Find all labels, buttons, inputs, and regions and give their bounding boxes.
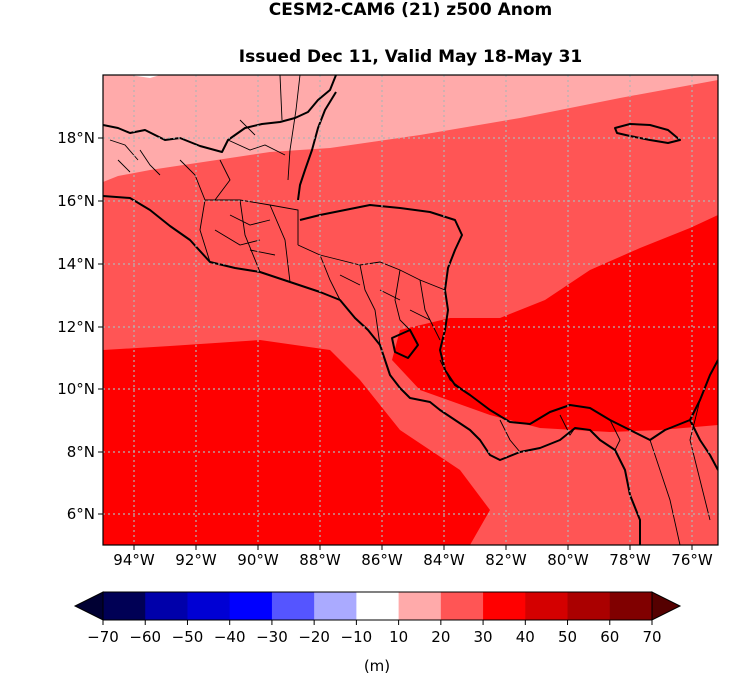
colorbar-tick-label: 20	[431, 628, 450, 646]
colorbar-tick-label: 70	[642, 628, 661, 646]
colorbar-tick-label: −70	[87, 628, 119, 646]
anomaly-band-30-40-east	[392, 215, 718, 432]
lat-label-10n: 10°N	[57, 380, 95, 398]
colorbar-segment	[145, 592, 188, 620]
map-frame	[102, 74, 719, 546]
colorbar-segment	[229, 592, 273, 620]
longitude-ticks	[133, 545, 693, 550]
admin-borders	[109, 75, 711, 545]
colorbar-segment	[187, 592, 231, 620]
colorbar-extend-low	[73, 591, 104, 621]
lon-label-88w: 88°W	[299, 551, 341, 569]
lon-label-76w: 76°W	[671, 551, 713, 569]
lat-label-18n: 18°N	[57, 129, 95, 147]
latitude-ticks	[98, 137, 103, 515]
colorbar-tick-label: 10	[389, 628, 408, 646]
colorbar-segment	[271, 592, 315, 620]
colorbar-tick-label: −10	[341, 628, 373, 646]
lon-label-80w: 80°W	[547, 551, 589, 569]
colorbar-segment	[567, 592, 611, 620]
anomaly-patch-top-left	[130, 75, 160, 78]
colorbar-segment	[440, 592, 484, 620]
colorbar-segment	[525, 592, 569, 620]
colorbar: −70 −60 −50 −40 −30 −20 −10 10 20 30 40 50 60 70	[73, 591, 682, 646]
lat-label-14n: 14°N	[57, 255, 95, 273]
chart-title-line-2: Issued Dec 11, Valid May 18-May 31	[238, 47, 583, 67]
colorbar-segment	[398, 592, 442, 620]
colorbar-segment	[609, 592, 653, 620]
colorbar-tick-label: −40	[214, 628, 246, 646]
anomaly-band-10-20	[103, 75, 718, 182]
anomaly-band-30-40-southwest	[103, 340, 490, 545]
colorbar-segment	[314, 592, 357, 620]
colorbar-tick-label: −30	[256, 628, 288, 646]
colorbar-extend-high	[651, 591, 682, 621]
colorbar-tick-label: 50	[558, 628, 577, 646]
lon-label-78w: 78°W	[609, 551, 651, 569]
colorbar-tick-label: 30	[474, 628, 493, 646]
colorbar-segment	[103, 592, 146, 620]
colorbar-tick-label: −20	[298, 628, 330, 646]
colorbar-segment	[483, 592, 526, 620]
lon-label-94w: 94°W	[113, 551, 155, 569]
lat-label-12n: 12°N	[57, 318, 95, 336]
colorbar-tick-label: 60	[600, 628, 619, 646]
colorbar-unit-label: (m)	[364, 657, 390, 675]
lon-label-82w: 82°W	[485, 551, 527, 569]
lat-label-16n: 16°N	[57, 192, 95, 210]
graticule	[103, 75, 718, 545]
lon-label-92w: 92°W	[175, 551, 217, 569]
colorbar-frame	[102, 591, 653, 621]
colorbar-tick-label: −50	[172, 628, 204, 646]
lat-label-8n: 8°N	[67, 443, 95, 461]
colorbar-tick-label: 40	[516, 628, 535, 646]
lon-label-84w: 84°W	[423, 551, 465, 569]
chart-title-line-1: CESM2-CAM6 (21) z500 Anom	[268, 0, 553, 20]
colorbar-segment	[356, 592, 400, 620]
map-panel	[103, 75, 718, 545]
lon-label-86w: 86°W	[361, 551, 403, 569]
lon-label-90w: 90°W	[237, 551, 279, 569]
lat-label-6n: 6°N	[67, 505, 95, 523]
colorbar-tick-label: −60	[129, 628, 161, 646]
